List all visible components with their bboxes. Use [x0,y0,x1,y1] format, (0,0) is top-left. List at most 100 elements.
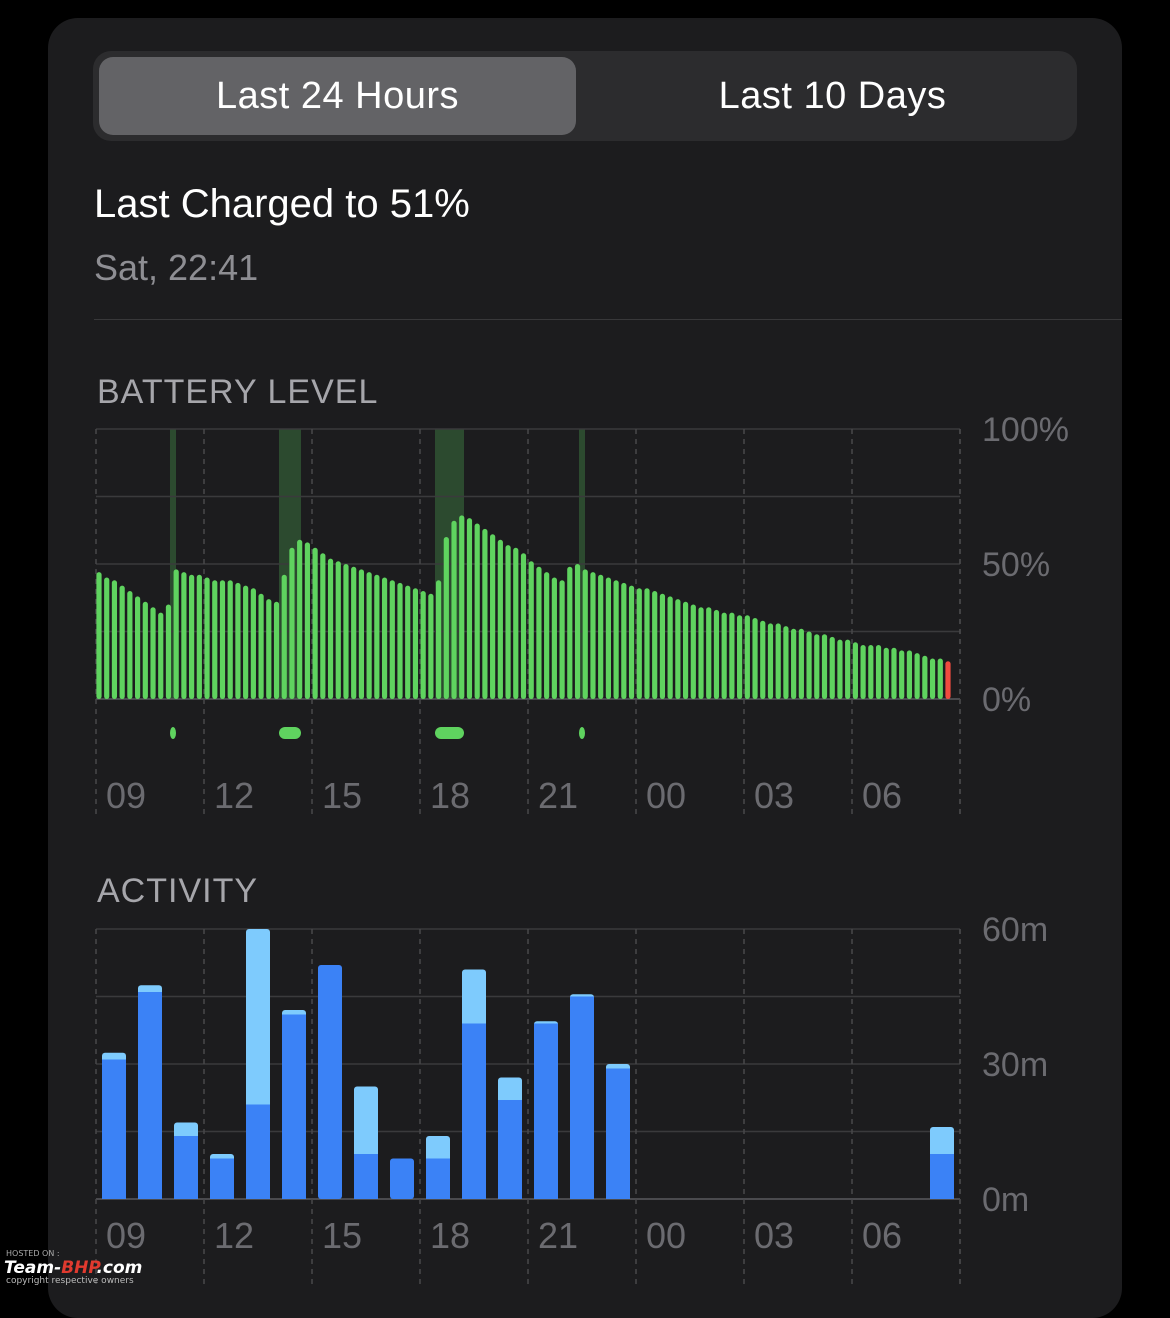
battery-bar [158,612,164,699]
activity-bar-screen-off [498,1077,522,1104]
battery-bar [628,585,635,699]
tab-last-10-days[interactable]: Last 10 Days [718,74,947,117]
battery-bar [520,553,527,699]
battery-bar [297,539,303,699]
activity-bar-screen-on [390,1158,414,1199]
battery-bar [165,604,172,699]
battery-bar [104,577,110,699]
battery-bar [875,645,882,699]
battery-bar [737,615,743,699]
battery-bar [837,639,843,699]
x-tick-label: 15 [322,775,362,816]
battery-bar [852,642,858,699]
battery-bar [189,574,195,699]
battery-bar [690,604,696,699]
time-range-segmented-control: Last 24 Hours Last 10 Days [93,51,1077,141]
charging-indicator [435,727,464,739]
activity-bar-screen-off [354,1086,378,1158]
battery-bar [706,607,712,699]
battery-bar [266,599,272,699]
x-tick-label: 18 [430,775,470,816]
battery-bar [134,596,141,699]
watermark-brand-c: .com [96,1258,143,1278]
x-tick-label: 12 [214,1215,254,1256]
battery-bar [436,580,442,699]
activity-bar-screen-off [930,1127,954,1158]
battery-bar [775,623,781,699]
activity-bar-screen-off [462,969,486,1028]
battery-bar [258,593,264,699]
activity-title: ACTIVITY [97,872,259,910]
charging-indicator [279,727,301,739]
battery-bar [366,572,372,699]
battery-bar [922,655,928,699]
battery-bar [713,609,720,699]
x-tick-label: 03 [754,1215,794,1256]
last-charged-title: Last Charged to 51% [94,182,470,226]
battery-bar [536,566,542,699]
battery-bar [868,645,874,699]
activity-bar-screen-on [210,1158,234,1199]
battery-bar [173,569,179,699]
y-tick-label: 50% [982,546,1050,584]
battery-bar [227,580,233,699]
activity-bar-screen-on [462,1023,486,1199]
battery-bar [428,593,434,699]
divider [94,319,1122,320]
y-tick-label: 30m [982,1046,1048,1084]
battery-bar [567,566,573,699]
x-tick-label: 03 [754,775,794,816]
y-tick-label: 60m [982,911,1048,949]
activity-bar-screen-on [606,1068,630,1199]
battery-bar [381,577,388,699]
battery-bar [582,569,588,699]
battery-bar [374,574,380,699]
x-tick-label: 06 [862,775,902,816]
activity-bar-screen-on [174,1136,198,1199]
watermark-copyright: copyright respective owners [6,1276,134,1286]
battery-bar [497,539,503,699]
battery-bar [466,518,473,699]
battery-bar [675,599,681,699]
watermark-brand: Team-BHP.com [4,1258,142,1278]
y-tick-label: 0m [982,1181,1029,1219]
battery-bar [513,547,519,699]
activity-bar-screen-on [498,1100,522,1199]
battery-bar [459,515,465,699]
battery-bar [111,580,118,699]
battery-bar [312,547,318,699]
battery-bar [358,569,365,699]
battery-bar [196,574,202,699]
battery-bar [698,607,704,699]
battery-bar [181,572,187,699]
battery-bar [899,650,905,699]
battery-bar [420,591,426,699]
x-tick-label: 21 [538,775,578,816]
battery-bar [760,620,766,699]
battery-bar [528,561,534,699]
battery-bar [150,607,156,699]
x-tick-label: 09 [106,1215,146,1256]
watermark: HOSTED ON : Team-BHP.com copyright respe… [4,1249,194,1289]
battery-bar [667,596,673,699]
activity-bar-screen-on [102,1059,126,1199]
battery-bar [937,658,943,699]
tab-last-24-hours[interactable]: Last 24 Hours [99,57,576,135]
battery-bar [729,612,735,699]
battery-bar [397,582,403,699]
battery-bar [829,636,835,699]
battery-bar [613,580,619,699]
battery-bar [405,585,411,699]
activity-chart: 09 12 15 18 21 00 03 06 60m 30m 0m [95,911,1048,1289]
battery-bar [119,585,125,699]
x-tick-label: 00 [646,1215,686,1256]
battery-bar [821,634,828,699]
watermark-brand-b: BHP [61,1258,97,1278]
battery-bar [127,591,133,699]
battery-bar [929,658,936,699]
activity-bar-screen-on [426,1158,450,1199]
activity-bar-screen-on [534,1023,558,1199]
battery-bar [235,582,241,699]
battery-bar [327,558,334,699]
battery-level-title: BATTERY LEVEL [97,373,379,411]
